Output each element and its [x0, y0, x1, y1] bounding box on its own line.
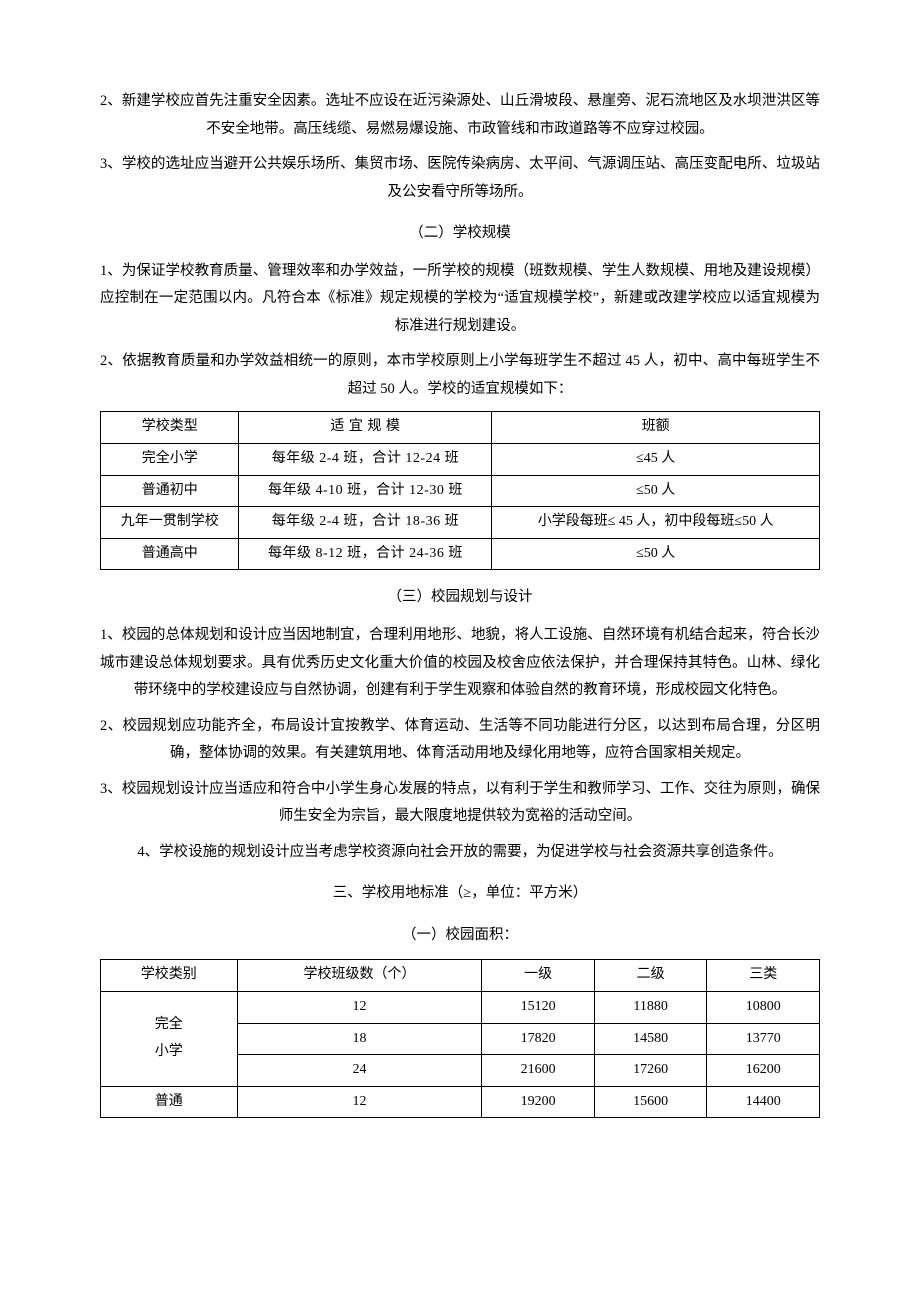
table-cell: 21600	[482, 1055, 595, 1087]
table-row: 完全 小学 12 15120 11880 10800	[101, 992, 820, 1024]
table-cell: 19200	[482, 1086, 595, 1118]
table-cell: 15120	[482, 992, 595, 1024]
table-cell: 完全小学	[101, 444, 239, 476]
section-3-para-3: 3、校园规划设计应当适应和符合中小学生身心发展的特点，以有利于学生和教师学习、工…	[100, 776, 820, 831]
school-scale-table: 学校类型 适 宜 规 模 班额 完全小学 每年级 2-4 班，合计 12-24 …	[100, 411, 820, 570]
table-cell: 24	[237, 1055, 482, 1087]
table-cell: 小学段每班≤ 45 人，初中段每班≤50 人	[492, 507, 820, 539]
table-cell: 九年一贯制学校	[101, 507, 239, 539]
table-row: 学校类别 学校班级数（个） 一级 二级 三类	[101, 960, 820, 992]
table-cell: ≤45 人	[492, 444, 820, 476]
table-cell: ≤50 人	[492, 538, 820, 570]
table-cell: 10800	[707, 992, 820, 1024]
table-cell: 16200	[707, 1055, 820, 1087]
campus-area-table: 学校类别 学校班级数（个） 一级 二级 三类 完全 小学 12 15120 11…	[100, 959, 820, 1118]
table-cell: 17820	[482, 1023, 595, 1055]
table-cell: 12	[237, 992, 482, 1024]
table-cell: 每年级 2-4 班，合计 18-36 班	[239, 507, 492, 539]
table-cell: 普通高中	[101, 538, 239, 570]
table-row: 普通初中 每年级 4-10 班，合计 12-30 班 ≤50 人	[101, 475, 820, 507]
table-cell: 每年级 4-10 班，合计 12-30 班	[239, 475, 492, 507]
table-row: 学校类型 适 宜 规 模 班额	[101, 412, 820, 444]
table-header-cell: 一级	[482, 960, 595, 992]
type-line: 小学	[155, 1044, 183, 1059]
paragraph-site-3: 3、学校的选址应当避开公共娱乐场所、集贸市场、医院传染病房、太平间、气源调压站、…	[100, 151, 820, 206]
table-cell: 每年级 8-12 班，合计 24-36 班	[239, 538, 492, 570]
table-cell: 15600	[594, 1086, 707, 1118]
table-cell: 普通初中	[101, 475, 239, 507]
section-3-para-2: 2、校园规划应功能齐全，布局设计宜按教学、体育运动、生活等不同功能进行分区，以达…	[100, 713, 820, 768]
table-row: 完全小学 每年级 2-4 班，合计 12-24 班 ≤45 人	[101, 444, 820, 476]
paragraph-site-2: 2、新建学校应首先注重安全因素。选址不应设在近污染源处、山丘滑坡段、悬崖旁、泥石…	[100, 88, 820, 143]
table-header-cell: 班额	[492, 412, 820, 444]
section-2-para-2: 2、依据教育质量和办学效益相统一的原则，本市学校原则上小学每班学生不超过 45 …	[100, 348, 820, 403]
table-cell-school-type: 普通	[101, 1086, 238, 1118]
table-header-cell: 学校类别	[101, 960, 238, 992]
table-header-cell: 适 宜 规 模	[239, 412, 492, 444]
section-3-para-4: 4、学校设施的规划设计应当考虑学校资源向社会开放的需要，为促进学校与社会资源共享…	[100, 839, 820, 867]
table-row: 普通 12 19200 15600 14400	[101, 1086, 820, 1118]
table-cell: 11880	[594, 992, 707, 1024]
type-line: 完全	[155, 1017, 183, 1032]
table-row: 普通高中 每年级 8-12 班，合计 24-36 班 ≤50 人	[101, 538, 820, 570]
section-3-para-1: 1、校园的总体规划和设计应当因地制宜，合理利用地形、地貌，将人工设施、自然环境有…	[100, 622, 820, 705]
table-cell: 14580	[594, 1023, 707, 1055]
table-header-cell: 二级	[594, 960, 707, 992]
table-cell: ≤50 人	[492, 475, 820, 507]
table-cell: 17260	[594, 1055, 707, 1087]
table-cell: 14400	[707, 1086, 820, 1118]
section-3-title: （三）校园规划与设计	[100, 584, 820, 612]
table-cell-school-type: 完全 小学	[101, 992, 238, 1087]
table-header-cell: 学校类型	[101, 412, 239, 444]
table-cell: 13770	[707, 1023, 820, 1055]
table-header-cell: 学校班级数（个）	[237, 960, 482, 992]
section-2-title: （二）学校规模	[100, 220, 820, 248]
section-2-para-1: 1、为保证学校教育质量、管理效率和办学效益，一所学校的规模（班数规模、学生人数规…	[100, 258, 820, 341]
land-standard-title: 三、学校用地标准（≥，单位：平方米）	[100, 880, 820, 908]
table-header-cell: 三类	[707, 960, 820, 992]
table-row: 九年一贯制学校 每年级 2-4 班，合计 18-36 班 小学段每班≤ 45 人…	[101, 507, 820, 539]
table-cell: 每年级 2-4 班，合计 12-24 班	[239, 444, 492, 476]
land-sub-title: （一）校园面积：	[100, 922, 820, 950]
table-cell: 18	[237, 1023, 482, 1055]
table-cell: 12	[237, 1086, 482, 1118]
